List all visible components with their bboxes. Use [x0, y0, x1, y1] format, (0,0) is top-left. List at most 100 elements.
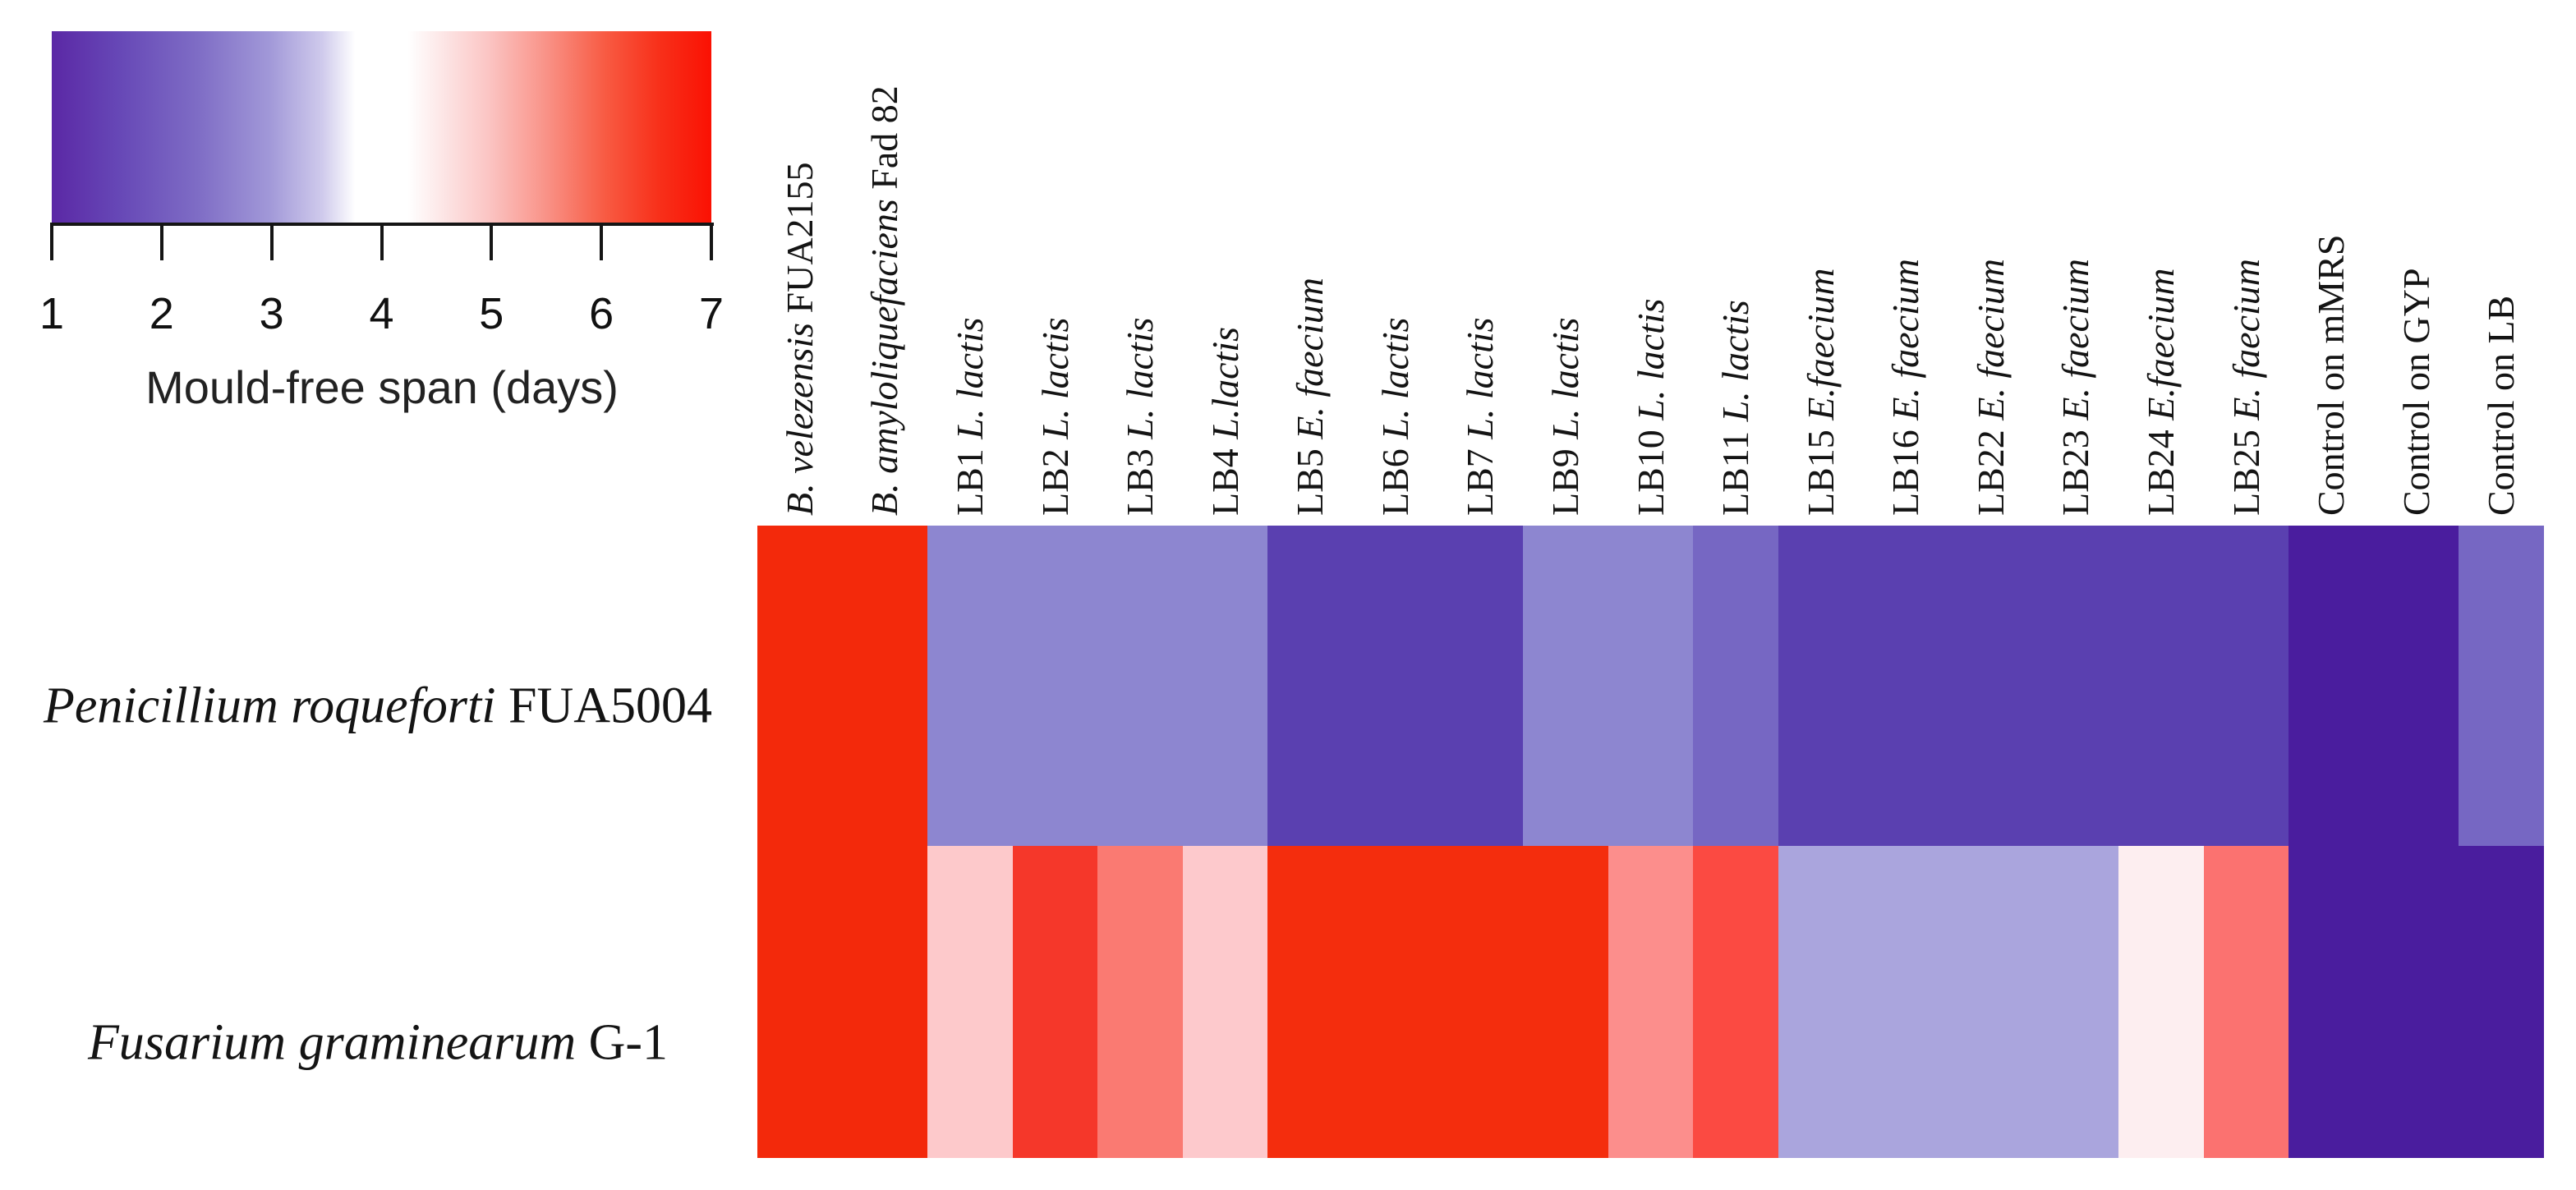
heatmap-cell [2203, 846, 2289, 1158]
heatmap-cell [2118, 846, 2204, 1158]
label-species-segment: L. lactis [1629, 298, 1672, 420]
column-label: Control on mMRS [2310, 23, 2353, 516]
heatmap-cell [1608, 526, 1694, 846]
heatmap-cell [1863, 846, 1948, 1158]
column-label: LB3 L. lactis [1119, 23, 1162, 516]
label-strain-segment: LB22 [1969, 420, 2012, 516]
label-species-segment: L. lactis [948, 317, 991, 439]
heatmap-cell [1523, 846, 1608, 1158]
legend-tick [490, 223, 494, 260]
heatmap-cell [1948, 526, 2034, 846]
heatmap-cell [1012, 846, 1098, 1158]
heatmap-cell [1693, 846, 1778, 1158]
column-label: LB2 L. lactis [1033, 23, 1076, 516]
label-strain-segment: LB5 [1289, 439, 1332, 516]
label-strain-segment: LB4 [1203, 439, 1246, 516]
heatmap-cell [927, 846, 1013, 1158]
heatmap-cell [2459, 846, 2544, 1158]
label-strain-segment: LB7 [1459, 439, 1502, 516]
label-strain-segment: LB9 [1543, 439, 1586, 516]
label-strain-segment: LB24 [2139, 420, 2182, 516]
column-label: LB1 L. lactis [948, 23, 991, 516]
legend-gradient-bar [52, 31, 711, 223]
legend-tick-label: 5 [479, 289, 504, 338]
heatmap-cell [1097, 526, 1183, 846]
legend-tick [159, 223, 163, 260]
column-label: B. velezensis FUA2155 [778, 23, 821, 516]
column-label: LB7 L. lactis [1459, 23, 1502, 516]
label-species-segment: E. faecium [2054, 259, 2097, 420]
label-species-segment: Fusarium graminearum [87, 1014, 577, 1071]
heatmap-cell [1948, 846, 2034, 1158]
label-species-segment: B. velezensis [778, 322, 821, 516]
label-strain-segment: LB6 [1373, 439, 1416, 516]
heatmap-cell [2459, 526, 2544, 846]
label-strain-segment: Control on mMRS [2310, 234, 2353, 516]
legend-title: Mould-free span (days) [145, 361, 619, 413]
heatmap-cell [757, 846, 843, 1158]
heatmap-cell [2203, 526, 2289, 846]
label-species-segment: E. faecium [1884, 259, 1927, 420]
heatmap-cell [1438, 526, 1524, 846]
heatmap-cell [2288, 846, 2374, 1158]
label-strain-segment: FUA2155 [778, 162, 821, 323]
label-strain-segment: LB3 [1119, 439, 1162, 516]
heatmap-cell [842, 526, 928, 846]
column-label: LB6 L. lactis [1373, 23, 1416, 516]
column-label: LB23 E. faecium [2054, 23, 2097, 516]
legend-tick-label: 7 [698, 289, 724, 338]
legend-tick [269, 223, 274, 260]
heatmap-cell [1608, 846, 1694, 1158]
label-strain-segment: LB23 [2054, 420, 2097, 516]
column-label: LB4 L.lactis [1203, 23, 1246, 516]
heatmap-cell [1182, 846, 1268, 1158]
heatmap-cell [2373, 846, 2459, 1158]
heatmap-cell [1523, 526, 1608, 846]
label-species-segment: E.faecium [2139, 268, 2182, 420]
heatmap-cell [1863, 526, 1948, 846]
label-species-segment: L.lactis [1203, 326, 1246, 439]
heatmap-cell [1693, 526, 1778, 846]
label-strain-segment: LB11 [1714, 421, 1757, 516]
label-strain-segment: LB15 [1799, 420, 1842, 516]
heatmap-cell [2118, 526, 2204, 846]
label-species-segment: L. lactis [1714, 300, 1757, 422]
heatmap-cell [1012, 526, 1098, 846]
column-label: LB5 E. faecium [1289, 23, 1332, 516]
legend-tick [600, 223, 604, 260]
heatmap-cell [2373, 526, 2459, 846]
legend-tick-label: 6 [589, 289, 614, 338]
label-strain-segment: LB2 [1033, 439, 1076, 516]
heatmap-cell [1778, 526, 1864, 846]
label-strain-segment: G-1 [576, 1014, 669, 1071]
label-species-segment: L. lactis [1119, 317, 1162, 439]
heatmap-cell [1438, 846, 1524, 1158]
label-species-segment: B. amyloliquefaciens [863, 199, 906, 516]
heatmap-grid [757, 526, 2544, 1158]
column-label: LB10 L. lactis [1629, 23, 1672, 516]
heatmap-cell [927, 526, 1013, 846]
heatmap-cell [1097, 846, 1183, 1158]
label-species-segment: E. faecium [1289, 278, 1332, 439]
heatmap-cell [1267, 526, 1353, 846]
column-label: B. amyloliquefaciens Fad 82 [863, 23, 906, 516]
heatmap-cell [2033, 526, 2119, 846]
column-label: LB24 E.faecium [2139, 23, 2182, 517]
label-species-segment: L. lactis [1543, 317, 1586, 439]
heatmap-cell [2288, 526, 2374, 846]
heatmap-cell [1778, 846, 1864, 1158]
heatmap-cell [842, 846, 928, 1158]
column-label: LB16 E. faecium [1884, 23, 1927, 516]
legend-tick-label: 2 [149, 289, 174, 338]
column-label: Control on LB [2480, 23, 2522, 516]
label-strain-segment: Control on GYP [2394, 268, 2437, 516]
label-strain-segment: Fad 82 [863, 85, 906, 200]
row-label: Fusarium graminearum G-1 [0, 1014, 756, 1073]
label-species-segment: L. lactis [1373, 317, 1416, 439]
label-species-segment: L. lactis [1459, 317, 1502, 439]
column-label: LB22 E. faecium [1969, 23, 2012, 516]
row-label: Penicillium roqueforti FUA5004 [0, 678, 756, 736]
label-strain-segment: LB1 [948, 439, 991, 516]
column-label: Control on GYP [2394, 23, 2437, 516]
